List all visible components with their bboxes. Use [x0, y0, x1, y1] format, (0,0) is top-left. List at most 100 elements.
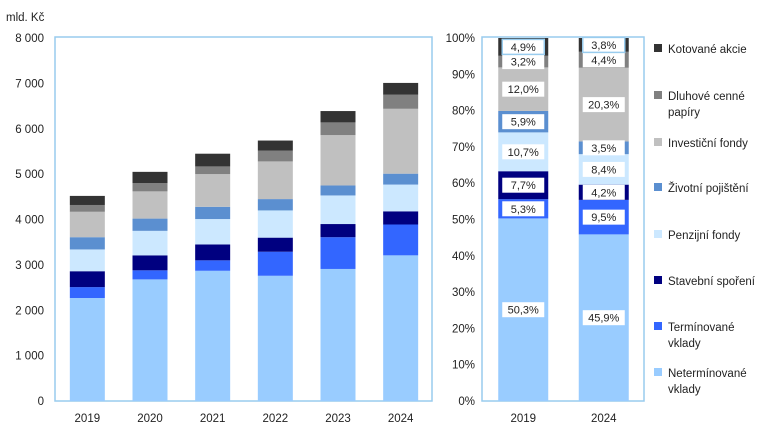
right-data-label: 45,9%: [582, 310, 625, 326]
data-label-box: [502, 144, 545, 160]
right-data-label: 3,2%: [502, 54, 545, 70]
left-bar-segment: [320, 185, 356, 196]
right-data-label: 4,2%: [582, 184, 625, 200]
right-x-tick-label: 2024: [591, 413, 617, 425]
legend-swatch: [654, 183, 662, 191]
legend-swatch: [654, 230, 662, 238]
right-data-label: 9,5%: [582, 209, 625, 225]
legend-item: Životní pojištění: [654, 182, 749, 195]
legend-item: Termínované vklady: [654, 322, 734, 350]
legend-label: Kotované akcie: [668, 44, 747, 56]
data-label-text: 4,2%: [591, 187, 616, 199]
right-x-tick-label: 2019: [510, 413, 536, 425]
legend-swatch: [654, 368, 662, 376]
left-bar-segment: [257, 199, 293, 211]
legend-item: Dluhové cenné papíry: [654, 91, 745, 119]
left-y-tick-label: 6 000: [15, 124, 44, 136]
left-bar-segment: [132, 171, 168, 184]
left-bar-segment: [320, 122, 356, 136]
right-data-label: 7,7%: [502, 177, 545, 193]
data-label-box: [582, 97, 625, 113]
legend: Kotované akcie Dluhové cenné papíry Investi…: [654, 44, 756, 396]
data-label-box: [582, 209, 625, 225]
left-x-tick-label: 2021: [200, 413, 226, 425]
right-y-tick-label: 50%: [452, 215, 475, 227]
left-bar-segment: [195, 174, 231, 207]
data-label-text: 4,9%: [511, 42, 536, 54]
right-y-tick-label: 100%: [446, 33, 475, 45]
right-data-label: 5,9%: [502, 114, 545, 130]
right-y-tick-label: 80%: [452, 106, 475, 118]
left-bar-segment: [69, 195, 105, 205]
left-y-tick-label: 2 000: [15, 305, 44, 317]
left-bar-segment: [195, 244, 231, 261]
legend-item: Penzijní fondy: [654, 230, 740, 242]
left-bar-segment: [320, 135, 356, 186]
legend-label: vklady: [668, 384, 701, 396]
left-bar-segment: [195, 219, 231, 245]
legend-label: papíry: [668, 107, 700, 119]
legend-swatch: [654, 322, 662, 330]
right-y-tick-label: 90%: [452, 69, 475, 81]
right-data-label: 4,4%: [582, 52, 625, 68]
legend-swatch: [654, 44, 662, 52]
left-bar-segment: [69, 287, 105, 298]
data-label-text: 9,5%: [591, 212, 616, 224]
right-plot-frame: [481, 36, 645, 402]
left-unit-label: mld. Kč: [6, 12, 45, 24]
left-bar-segment: [195, 270, 231, 401]
left-bar-segment: [195, 260, 231, 271]
legend-label: Stavební spoření: [668, 276, 756, 288]
left-x-tick-label: 2024: [388, 413, 414, 425]
left-bar-segment: [132, 270, 168, 280]
right-data-label: 3,5%: [582, 140, 625, 156]
left-bar-segment: [320, 195, 356, 225]
data-label-text: 8,4%: [591, 164, 616, 176]
left-bar-segment: [320, 237, 356, 269]
data-label-text: 4,4%: [591, 55, 616, 67]
left-y-tick-label: 3 000: [15, 260, 44, 272]
right-data-label: 12,0%: [502, 81, 545, 97]
left-bar-segment: [195, 166, 231, 175]
legend-swatch: [654, 276, 662, 284]
data-label-box: [502, 54, 545, 70]
left-x-axis: 2019 2020 2021 2022 2023 2024: [75, 413, 415, 425]
left-bar-segment: [195, 206, 231, 220]
left-bar-segment: [69, 237, 105, 250]
data-label-text: 20,3%: [588, 100, 619, 112]
right-y-tick-label: 0%: [458, 396, 475, 408]
left-x-tick-label: 2023: [325, 413, 351, 425]
right-data-label: 10,7%: [502, 144, 545, 160]
left-bar-segment: [132, 255, 168, 271]
data-label-text: 12,0%: [508, 84, 539, 96]
data-label-box: [582, 161, 625, 177]
right-y-tick-label: 30%: [452, 287, 475, 299]
left-bar-segment: [383, 184, 419, 212]
data-label-text: 10,7%: [508, 147, 539, 159]
data-label-text: 3,8%: [591, 40, 616, 52]
data-label-text: 3,5%: [591, 143, 616, 155]
legend-item: Stavební spoření: [654, 276, 756, 288]
data-label-box: [582, 140, 625, 156]
right-y-tick-label: 40%: [452, 251, 475, 263]
left-y-axis: 0 1 000 2 000 3 000 4 000 5 000 6 000 7 000 8 00…: [15, 33, 44, 408]
left-y-tick-label: 4 000: [15, 215, 44, 227]
left-bar-segment: [257, 251, 293, 276]
data-label-text: 45,9%: [588, 313, 619, 325]
left-bar-segment: [383, 224, 419, 256]
right-y-tick-label: 70%: [452, 142, 475, 154]
left-bar-segment: [257, 161, 293, 200]
left-bar-segment: [383, 211, 419, 225]
left-bar-segment: [383, 173, 419, 185]
legend-swatch: [654, 91, 662, 99]
legend-swatch: [654, 138, 662, 146]
left-bar-segment: [69, 271, 105, 288]
data-label-box: [502, 177, 545, 193]
left-plot-frame: [54, 36, 433, 402]
left-y-tick-label: 8 000: [15, 33, 44, 45]
left-bar-segment: [320, 268, 356, 401]
left-bar-segment: [257, 237, 293, 252]
right-x-axis: 2019 2024: [510, 413, 617, 425]
data-label-box: [582, 36, 626, 54]
